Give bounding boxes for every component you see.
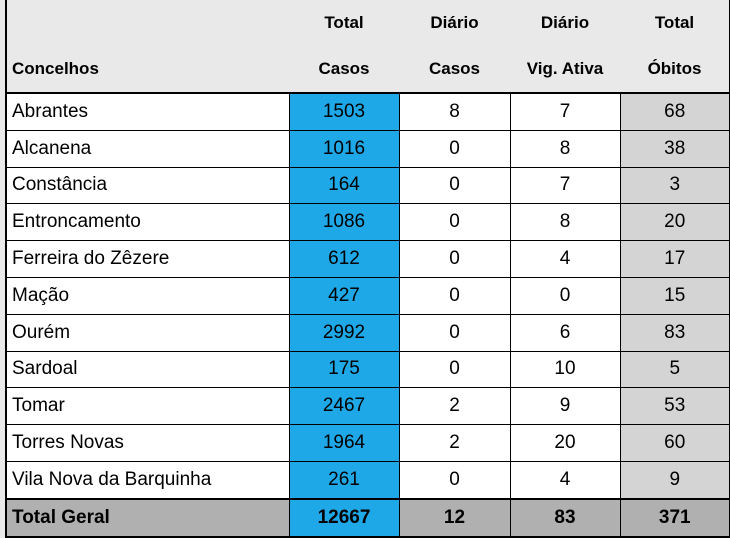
header-concelhos: Concelhos — [12, 59, 99, 78]
cell-total-obitos: 15 — [619, 276, 730, 315]
header-total-casos: Casos — [318, 59, 370, 78]
cell-total-obitos: 53 — [619, 387, 730, 426]
cell-diario-vig-ativa: 0 — [509, 276, 621, 315]
cell-total-casos: 612 — [288, 240, 400, 278]
total-diario-casos: 12 — [398, 497, 511, 538]
table-row: Abrantes 1503 8 7 68 — [5, 91, 730, 131]
cell-total-obitos: 38 — [619, 129, 730, 168]
cell-total-obitos: 17 — [619, 240, 730, 278]
cell-diario-casos: 0 — [398, 460, 511, 500]
table-row: Torres Novas 1964 2 20 60 — [5, 424, 730, 462]
cell-diario-vig-ativa: 10 — [509, 350, 621, 389]
cell-concelho: Ferreira do Zêzere — [5, 240, 290, 278]
cell-diario-casos: 0 — [398, 203, 511, 242]
table-header: Total Diário Diário Total Concelhos Caso… — [6, 0, 730, 93]
cell-diario-casos: 0 — [398, 313, 511, 352]
cell-diario-vig-ativa: 4 — [509, 460, 621, 500]
cell-concelho: Ourém — [5, 313, 290, 352]
cell-concelho: Constância — [5, 166, 290, 205]
cell-diario-vig-ativa: 6 — [509, 313, 621, 352]
cell-diario-casos: 0 — [398, 129, 511, 168]
cell-total-obitos: 60 — [619, 424, 730, 462]
cell-concelho: Abrantes — [5, 91, 290, 131]
cell-diario-vig-ativa: 9 — [509, 387, 621, 426]
table-row: Vila Nova da Barquinha 261 0 4 9 — [5, 460, 730, 500]
cell-total-casos: 164 — [288, 166, 400, 205]
table-row: Constância 164 0 7 3 — [5, 166, 730, 205]
header-diario-casos: Casos — [428, 59, 481, 78]
header-diario-casos-top: Diário — [430, 13, 479, 32]
cell-total-casos: 175 — [288, 350, 400, 389]
header-diario-vig-top: Diário — [540, 13, 590, 32]
table-row: Mação 427 0 0 15 — [5, 276, 730, 315]
cell-total-obitos: 3 — [619, 166, 730, 205]
cell-concelho: Torres Novas — [5, 424, 290, 462]
cell-diario-casos: 0 — [398, 240, 511, 278]
cell-diario-casos: 0 — [398, 276, 511, 315]
total-label: Total Geral — [5, 497, 290, 538]
table-row: Entroncamento 1086 0 8 20 — [5, 203, 730, 242]
cell-diario-vig-ativa: 20 — [509, 424, 621, 462]
cell-total-casos: 1016 — [288, 129, 400, 168]
cell-total-casos: 427 — [288, 276, 400, 315]
cell-diario-casos: 0 — [398, 166, 511, 205]
cell-diario-casos: 8 — [398, 91, 511, 131]
cell-total-obitos: 83 — [619, 313, 730, 352]
header-row-2: Concelhos Casos Casos Vig. Ativa Óbitos — [6, 46, 730, 93]
cell-diario-casos: 0 — [398, 350, 511, 389]
header-diario-vig-ativa: Vig. Ativa — [526, 59, 604, 78]
cell-total-casos: 1964 — [288, 424, 400, 462]
cell-total-casos: 261 — [288, 460, 400, 500]
header-concelhos-top — [6, 0, 289, 46]
cell-concelho: Mação — [5, 276, 290, 315]
cell-total-casos: 2992 — [288, 313, 400, 352]
cell-concelho: Entroncamento — [5, 203, 290, 242]
covid-table-container: Total Diário Diário Total Concelhos Caso… — [5, 0, 730, 538]
table-row: Alcanena 1016 0 8 38 — [5, 129, 730, 168]
total-diario-vig-ativa: 83 — [509, 497, 621, 538]
total-casos: 12667 — [288, 497, 400, 538]
cell-concelho: Tomar — [5, 387, 290, 426]
table-row: Ourém 2992 0 6 83 — [5, 313, 730, 352]
total-obitos: 371 — [619, 497, 730, 538]
header-total-obitos-top: Total — [654, 13, 695, 32]
cell-concelho: Vila Nova da Barquinha — [5, 460, 290, 500]
cell-total-casos: 1086 — [288, 203, 400, 242]
cell-concelho: Sardoal — [5, 350, 290, 389]
table-row: Tomar 2467 2 9 53 — [5, 387, 730, 426]
table-body: Abrantes 1503 8 7 68 Alcanena 1016 0 8 3… — [5, 91, 730, 538]
cell-total-obitos: 20 — [619, 203, 730, 242]
cell-diario-vig-ativa: 4 — [509, 240, 621, 278]
cell-diario-casos: 2 — [398, 424, 511, 462]
header-total-obitos: Óbitos — [647, 59, 702, 78]
table-row: Ferreira do Zêzere 612 0 4 17 — [5, 240, 730, 278]
header-total-casos-top: Total — [324, 13, 364, 32]
cell-diario-casos: 2 — [398, 387, 511, 426]
cell-total-obitos: 68 — [619, 91, 730, 131]
total-row: Total Geral 12667 12 83 371 — [5, 497, 730, 538]
cell-total-casos: 2467 — [288, 387, 400, 426]
cell-concelho: Alcanena — [5, 129, 290, 168]
header-row-1: Total Diário Diário Total — [6, 0, 730, 46]
cell-total-obitos: 5 — [619, 350, 730, 389]
cell-diario-vig-ativa: 8 — [509, 203, 621, 242]
table-row: Sardoal 175 0 10 5 — [5, 350, 730, 389]
cell-total-obitos: 9 — [619, 460, 730, 500]
cell-diario-vig-ativa: 7 — [509, 166, 621, 205]
cell-diario-vig-ativa: 7 — [509, 91, 621, 131]
covid-cases-table: Total Diário Diário Total Concelhos Caso… — [5, 0, 730, 538]
cell-diario-vig-ativa: 8 — [509, 129, 621, 168]
cell-total-casos: 1503 — [288, 91, 400, 131]
